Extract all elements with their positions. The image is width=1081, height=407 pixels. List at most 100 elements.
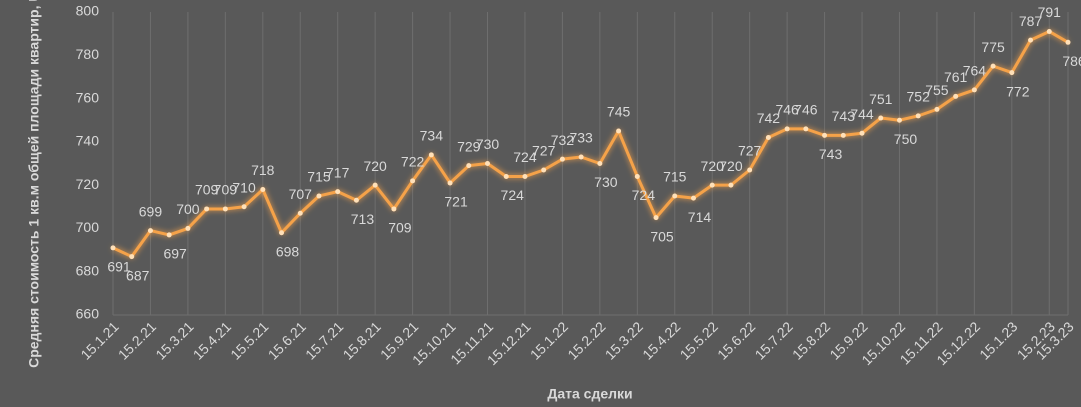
point: [1065, 39, 1071, 45]
point: [522, 173, 528, 179]
point: [784, 126, 790, 132]
point: [672, 193, 678, 199]
data-label: 724: [501, 187, 525, 203]
y-tick-label: 660: [76, 306, 100, 322]
point: [204, 206, 210, 212]
point: [559, 156, 565, 162]
data-label: 713: [351, 211, 375, 227]
data-label: 721: [444, 194, 468, 210]
data-label: 746: [794, 102, 818, 118]
point: [915, 113, 921, 119]
data-label: 709: [214, 182, 238, 198]
x-tick-label: 15.1.21: [77, 318, 121, 362]
point: [335, 189, 341, 195]
data-label: 752: [907, 89, 931, 105]
x-tick-label: 15.8.22: [789, 318, 833, 362]
point: [260, 186, 266, 192]
point: [616, 128, 622, 134]
data-label: 709: [388, 220, 412, 236]
point: [840, 132, 846, 138]
data-label: 720: [701, 158, 725, 174]
data-label: 718: [251, 162, 275, 178]
x-tick-label: 15.2.21: [115, 318, 159, 362]
data-label: 699: [139, 203, 163, 219]
point: [578, 154, 584, 160]
point: [297, 210, 303, 216]
point: [503, 173, 509, 179]
data-label: 764: [963, 63, 987, 79]
y-tick-label: 680: [76, 262, 100, 278]
data-label: 787: [1019, 13, 1043, 29]
data-label: 744: [850, 106, 874, 122]
data-label: 733: [569, 130, 593, 146]
point: [990, 63, 996, 69]
point: [747, 167, 753, 173]
point: [728, 182, 734, 188]
point: [709, 182, 715, 188]
point: [1009, 70, 1015, 76]
point: [822, 132, 828, 138]
point: [1046, 28, 1052, 34]
point: [597, 161, 603, 166]
data-label: 751: [869, 91, 893, 107]
x-tick-label: 15.6.22: [714, 318, 758, 362]
point: [166, 232, 172, 238]
data-label: 730: [476, 136, 500, 152]
data-label: 727: [738, 143, 762, 159]
data-label: 687: [126, 267, 150, 283]
y-axis-title: Средняя стоимость 1 кв.м общей площади к…: [26, 0, 42, 368]
x-tick-label: 15.4.21: [190, 318, 234, 362]
point: [410, 178, 416, 184]
data-label: 750: [894, 131, 918, 147]
data-label: 709: [195, 182, 219, 198]
point: [353, 197, 359, 203]
data-label: 755: [925, 82, 949, 98]
x-tick-label: 15.4.22: [639, 318, 683, 362]
data-label: 743: [819, 146, 843, 162]
data-label: 697: [163, 246, 187, 262]
point: [541, 167, 547, 173]
x-tick-label: 15.3.22: [602, 318, 646, 362]
data-label: 786: [1062, 53, 1081, 69]
data-label: 743: [832, 108, 856, 124]
point: [222, 206, 228, 212]
data-label: 714: [688, 209, 712, 225]
x-tick-label: 15.5.21: [227, 318, 271, 362]
data-label: 717: [326, 164, 350, 180]
data-label: 772: [1006, 83, 1030, 99]
y-tick-label: 760: [76, 89, 100, 105]
point: [147, 228, 153, 234]
point: [896, 117, 902, 123]
x-tick-label: 15.6.21: [265, 318, 309, 362]
point: [391, 206, 397, 212]
y-tick-label: 780: [76, 46, 100, 62]
data-label: 745: [607, 104, 631, 120]
data-label: 720: [719, 158, 743, 174]
data-label: 710: [232, 179, 256, 195]
point: [690, 195, 696, 201]
point: [316, 193, 322, 199]
data-label: 715: [307, 169, 331, 185]
point: [953, 93, 959, 99]
x-tick-label: 15.2.22: [564, 318, 608, 362]
data-label: 722: [401, 154, 425, 170]
y-tick-label: 800: [76, 3, 100, 19]
point: [129, 254, 135, 260]
point: [110, 245, 116, 251]
point: [485, 161, 491, 166]
data-label: 791: [1038, 4, 1062, 20]
data-label: 691: [107, 259, 131, 275]
point: [765, 135, 771, 141]
data-label: 715: [663, 169, 687, 185]
point: [241, 204, 247, 210]
x-tick-label: 15.7.22: [752, 318, 796, 362]
data-label: 746: [775, 102, 799, 118]
point: [971, 87, 977, 93]
data-label: 730: [594, 174, 618, 190]
point: [859, 130, 865, 136]
data-label: 707: [289, 186, 313, 202]
point: [934, 106, 940, 112]
x-tick-label: 15.5.22: [677, 318, 721, 362]
point: [1028, 37, 1034, 43]
